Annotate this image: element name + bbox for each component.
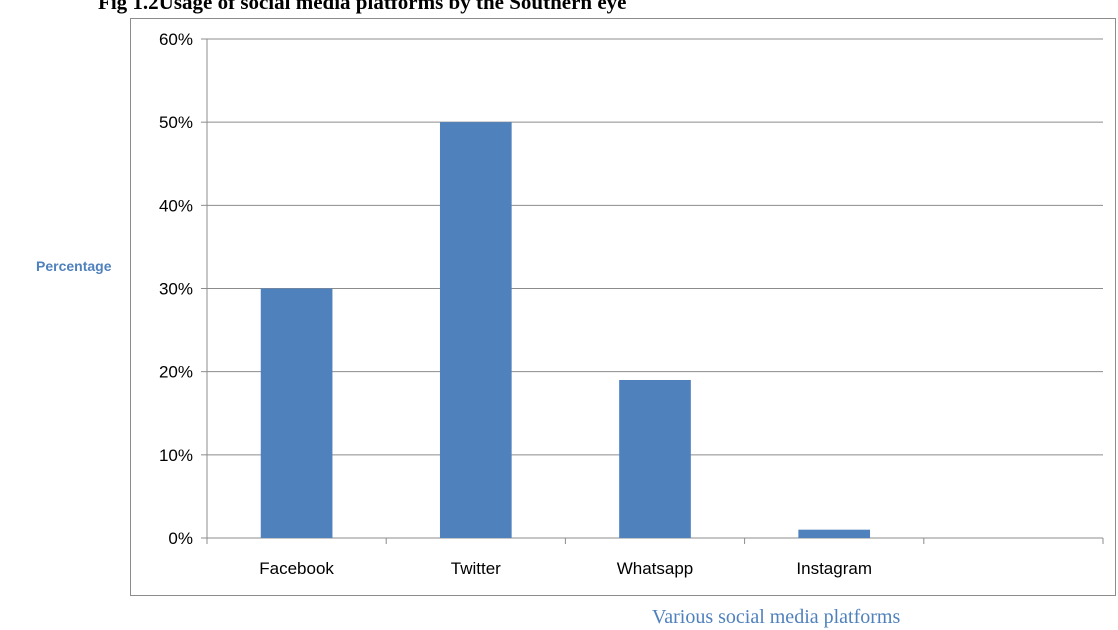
x-tick-label: Twitter bbox=[451, 559, 501, 578]
x-tick-label: Instagram bbox=[796, 559, 872, 578]
y-tick-label: 40% bbox=[159, 196, 193, 215]
y-tick-label: 20% bbox=[159, 363, 193, 382]
bar-twitter bbox=[439, 122, 512, 539]
chart-frame bbox=[130, 18, 1116, 596]
x-tick-label: Facebook bbox=[259, 559, 334, 578]
bar-instagram bbox=[798, 529, 871, 538]
y-tick-label: 0% bbox=[168, 529, 193, 548]
x-tick-label: Whatsapp bbox=[617, 559, 694, 578]
bar-whatsapp bbox=[619, 379, 691, 538]
bar-facebook bbox=[260, 288, 333, 538]
y-tick-label: 30% bbox=[159, 280, 193, 299]
y-tick-label: 10% bbox=[159, 446, 193, 465]
x-axis-label: Various social media platforms bbox=[652, 606, 901, 628]
figure-title: Fig 1.2Usage of social media platforms b… bbox=[98, 0, 627, 14]
y-tick-label: 60% bbox=[159, 30, 193, 49]
y-tick-label: 50% bbox=[159, 113, 193, 132]
y-axis-label: Percentage bbox=[36, 258, 112, 274]
